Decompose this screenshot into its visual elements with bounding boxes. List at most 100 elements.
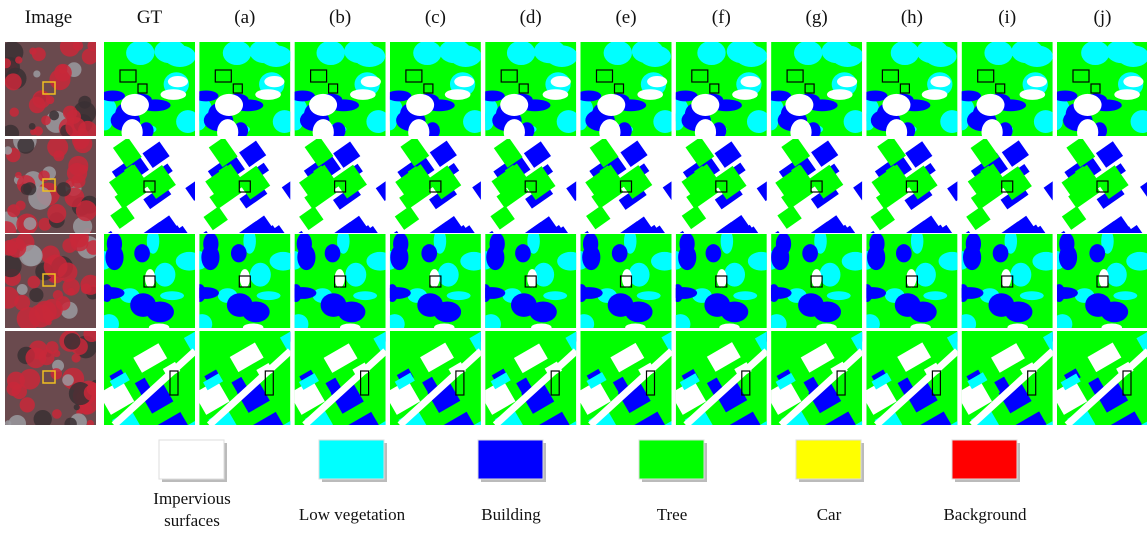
seg-region — [325, 244, 341, 262]
photo-blob — [24, 217, 37, 230]
figure: ImageGT(a)(b)(c)(d)(e)(f)(g)(h)(i)(j)Imp… — [0, 0, 1147, 533]
seg-region — [273, 110, 296, 133]
tile — [670, 331, 786, 451]
photo-blob — [17, 284, 28, 295]
seg-region — [794, 41, 822, 65]
legend-label: Building — [456, 504, 566, 526]
photo-blob — [47, 204, 66, 223]
photo-blob — [20, 369, 41, 390]
seg-region — [146, 301, 174, 322]
tile — [0, 129, 99, 242]
seg-region — [350, 89, 376, 100]
photo-blob — [5, 73, 22, 90]
seg-region — [447, 291, 471, 300]
tile — [575, 330, 693, 450]
photo-blob — [58, 262, 78, 282]
seg-region — [215, 94, 243, 116]
photo-blob — [46, 341, 59, 354]
seg-region — [719, 323, 740, 331]
column-header: (j) — [1094, 7, 1112, 29]
column-header: (h) — [901, 7, 923, 29]
seg-region — [896, 244, 912, 262]
tile — [480, 330, 597, 450]
seg-region — [107, 233, 122, 255]
seg-region — [297, 233, 312, 255]
seg-region — [1034, 110, 1057, 133]
tile-content — [379, 229, 488, 335]
tile — [1041, 40, 1147, 145]
seg-region — [1106, 263, 1127, 287]
tile — [188, 229, 297, 335]
column-header: (d) — [520, 7, 542, 29]
tile — [289, 330, 406, 451]
seg-region — [647, 76, 667, 87]
seg-region — [98, 113, 112, 130]
seg-region — [717, 269, 727, 288]
seg-region — [231, 244, 247, 262]
photo-blob — [41, 115, 51, 125]
seg-region — [191, 287, 219, 299]
seg-region — [984, 41, 1012, 65]
seg-region — [383, 287, 411, 299]
column-header: (a) — [234, 7, 255, 29]
seg-region — [922, 89, 948, 100]
tile-content — [861, 331, 977, 451]
photo-blob — [81, 403, 93, 415]
seg-region — [697, 41, 725, 65]
seg-region — [732, 89, 758, 100]
seg-region — [727, 40, 759, 64]
tile-content — [1046, 229, 1147, 335]
photo-blob — [38, 170, 49, 181]
tile-content — [575, 330, 693, 450]
tile-content — [470, 40, 580, 145]
tile-content — [99, 330, 216, 451]
seg-region — [406, 94, 434, 116]
seg-region — [844, 110, 867, 133]
seg-region — [802, 244, 818, 262]
photo-blob — [76, 200, 97, 221]
photo-blob — [74, 404, 80, 410]
tile-content — [188, 229, 297, 335]
tile — [766, 330, 884, 450]
legend-label: Impervious surfaces — [137, 488, 247, 532]
seg-region — [413, 41, 441, 65]
seg-region — [345, 263, 366, 287]
seg-region — [1005, 301, 1033, 322]
photo-blob — [34, 301, 56, 323]
tile-content — [93, 229, 203, 335]
tile — [5, 326, 100, 433]
tile-content — [374, 40, 486, 145]
seg-region — [529, 301, 557, 322]
seg-region — [145, 269, 155, 288]
seg-region — [1113, 291, 1137, 300]
tile-content — [946, 40, 1057, 145]
seg-region — [194, 90, 219, 101]
seg-region — [813, 301, 841, 322]
photo-blob — [67, 288, 74, 295]
seg-region — [289, 287, 317, 299]
photo-blob — [82, 48, 98, 64]
legend-swatch — [952, 440, 1017, 479]
photo-blob — [30, 129, 36, 135]
seg-region — [812, 269, 822, 288]
tile — [956, 330, 1073, 450]
tile-content — [766, 330, 884, 450]
legend-swatch — [478, 440, 543, 479]
seg-region — [176, 252, 203, 271]
seg-region — [976, 94, 1004, 116]
seg-region — [361, 76, 381, 87]
seg-region — [940, 110, 963, 133]
tile — [379, 229, 488, 335]
seg-region — [858, 287, 886, 299]
legend-swatch — [639, 440, 704, 479]
seg-region — [434, 301, 462, 322]
seg-region — [909, 301, 937, 322]
tile-content — [194, 331, 312, 450]
seg-region — [445, 89, 471, 100]
seg-region — [366, 110, 389, 133]
tile — [470, 40, 580, 145]
seg-region — [160, 89, 186, 100]
seg-region — [309, 94, 337, 116]
seg-region — [155, 263, 176, 287]
seg-region — [1053, 90, 1078, 101]
